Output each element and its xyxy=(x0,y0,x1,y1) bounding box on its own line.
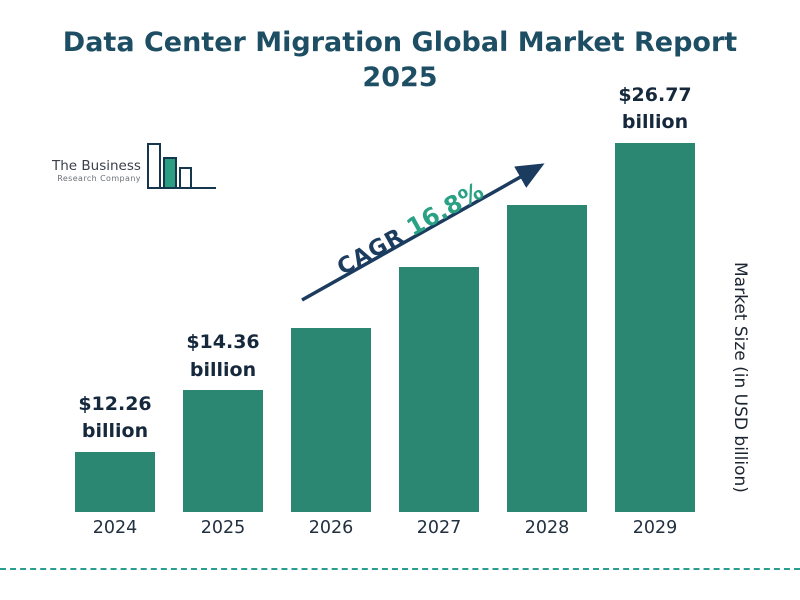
logo-subname: Research Company xyxy=(57,174,141,183)
page-title: Data Center Migration Global Market Repo… xyxy=(0,26,800,95)
x-axis-label-2024: 2024 xyxy=(92,518,138,538)
x-axis-label-2029: 2029 xyxy=(632,518,678,538)
bar-value-label-2024: $12.26 billion xyxy=(78,392,152,443)
bottom-dashed-line xyxy=(0,568,800,570)
x-axis-label-2027: 2027 xyxy=(416,518,462,538)
logo-name: The Business xyxy=(52,158,141,174)
page-title-line1: Data Center Migration Global Market Repo… xyxy=(62,27,738,58)
bar-2028 xyxy=(507,204,587,512)
bar-value-label-2025: $14.36 billion xyxy=(186,331,260,381)
bar-2027 xyxy=(399,266,479,512)
company-logo-text: The Business Research Company xyxy=(52,158,141,196)
company-logo: The Business Research Company xyxy=(52,138,218,196)
bar-2026 xyxy=(291,328,371,512)
bar-2024 xyxy=(75,452,155,512)
trend-arrow-icon xyxy=(301,163,545,302)
bar-2025 xyxy=(183,390,263,512)
bar-2029 xyxy=(615,143,695,512)
y-axis-label: Market Size (in USD billion) xyxy=(730,262,750,493)
logo-barchart-icon xyxy=(146,143,216,189)
page-title-line2: 2025 xyxy=(362,61,438,93)
x-axis-label-2026: 2026 xyxy=(308,518,354,538)
x-axis-label-2025: 2025 xyxy=(200,518,246,538)
x-axis-label-2028: 2028 xyxy=(524,518,570,538)
bar-value-label-2029: $26.77 billion xyxy=(618,83,692,134)
